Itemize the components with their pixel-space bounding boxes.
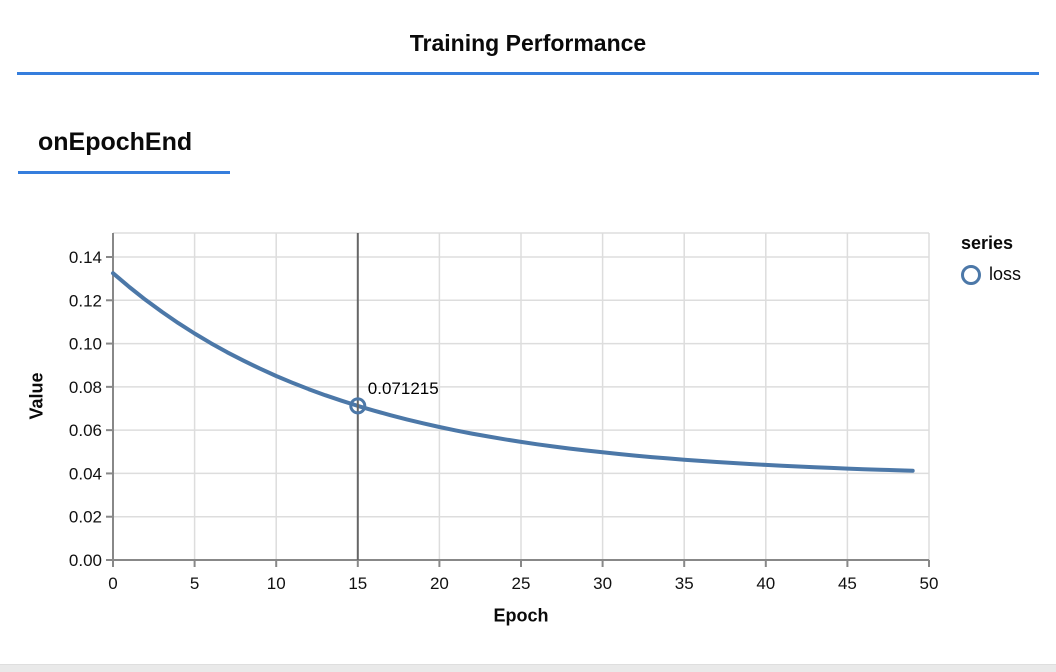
x-axis-title: Epoch [493,605,549,626]
gridlines [113,232,930,560]
y-tick-label: 0.14 [69,248,102,267]
title-divider [17,72,1039,75]
x-tick-label: 50 [920,574,939,593]
y-tick-label: 0.10 [69,335,102,354]
chart-legend: series loss [961,233,1056,285]
y-tick-label: 0.08 [69,378,102,397]
y-tick-label: 0.00 [69,551,102,570]
next-surface-edge [0,664,1056,672]
x-tick-label: 25 [512,574,531,593]
x-tick-label: 30 [593,574,612,593]
x-tick-label: 0 [108,574,117,593]
hover-value-label: 0.071215 [368,379,439,398]
legend-title: series [961,233,1014,253]
page-title: Training Performance [409,30,647,56]
x-tick-label: 5 [190,574,199,593]
y-tick-label: 0.02 [69,508,102,527]
x-tick-label: 45 [838,574,857,593]
y-tick-label: 0.06 [69,421,102,440]
x-tick-label: 40 [756,574,775,593]
x-tick-label: 15 [348,574,367,593]
loss-line [111,271,915,473]
hover-point-marker [349,397,367,415]
legend-entry-label: loss [989,264,1022,284]
section-divider [18,171,230,174]
x-tick-label: 35 [675,574,694,593]
y-axis-title: Value [26,372,47,420]
section-title: onEpochEnd [38,128,193,156]
circle-outline-icon [961,264,981,285]
x-tick-label: 10 [267,574,286,593]
axes: 0.00 0.02 0.04 0.06 0.08 0.10 0.12 0.14 0 5 10 15 20… [69,233,939,593]
y-tick-label: 0.12 [69,291,102,310]
legend-entry-loss: loss [961,264,1056,285]
x-tick-label: 20 [430,574,449,593]
y-tick-label: 0.04 [69,464,102,483]
